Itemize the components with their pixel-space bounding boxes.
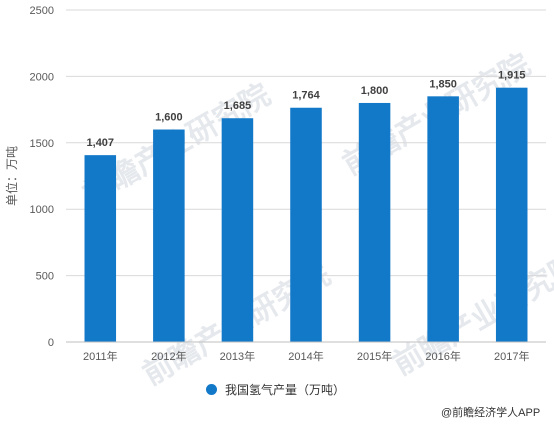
data-label: 1,600 — [155, 112, 183, 124]
bar — [358, 102, 391, 343]
bars — [84, 87, 528, 343]
legend-marker — [206, 384, 217, 395]
source-credit: @前瞻经济学人APP — [441, 407, 541, 419]
legend: 我国氢气产量（万吨） — [206, 381, 345, 398]
y-tick-label: 1500 — [30, 138, 54, 150]
y-tick-label: 2000 — [30, 71, 54, 83]
x-axis-ticks: 2011年 2012年 2013年 2014年 2015年 2016年 2017年 — [83, 349, 529, 363]
y-tick-label: 500 — [36, 271, 54, 283]
bar — [290, 107, 322, 342]
x-tick-label: 2013年 — [220, 349, 255, 363]
y-tick-label: 1000 — [30, 204, 54, 216]
data-label: 1,407 — [87, 137, 115, 149]
legend-label: 我国氢气产量（万吨） — [225, 383, 346, 397]
bar — [427, 96, 459, 342]
x-tick-label: 2016年 — [425, 349, 460, 363]
x-tick-label: 2014年 — [288, 349, 323, 363]
data-label: 1,915 — [498, 70, 526, 82]
x-tick-label: 2015年 — [357, 349, 392, 363]
y-tick-label: 2500 — [30, 5, 54, 17]
y-tick-label: 0 — [48, 337, 54, 349]
bar — [153, 129, 185, 342]
x-tick-label: 2011年 — [83, 349, 118, 363]
data-label: 1,764 — [292, 90, 320, 102]
bar — [495, 87, 528, 342]
x-tick-label: 2012年 — [151, 349, 186, 363]
data-label: 1,685 — [224, 100, 252, 112]
bar — [84, 155, 117, 342]
data-label: 1,850 — [429, 78, 457, 90]
data-label: 1,800 — [361, 85, 389, 97]
x-tick-label: 2017年 — [494, 349, 529, 363]
bar — [221, 118, 254, 343]
y-axis-ticks: 0 500 1000 1500 2000 2500 — [30, 5, 54, 349]
y-axis-label: 单位：万吨 — [4, 146, 19, 206]
data-labels: 1,407 1,600 1,685 1,764 1,800 1,850 1,915 — [87, 70, 526, 149]
